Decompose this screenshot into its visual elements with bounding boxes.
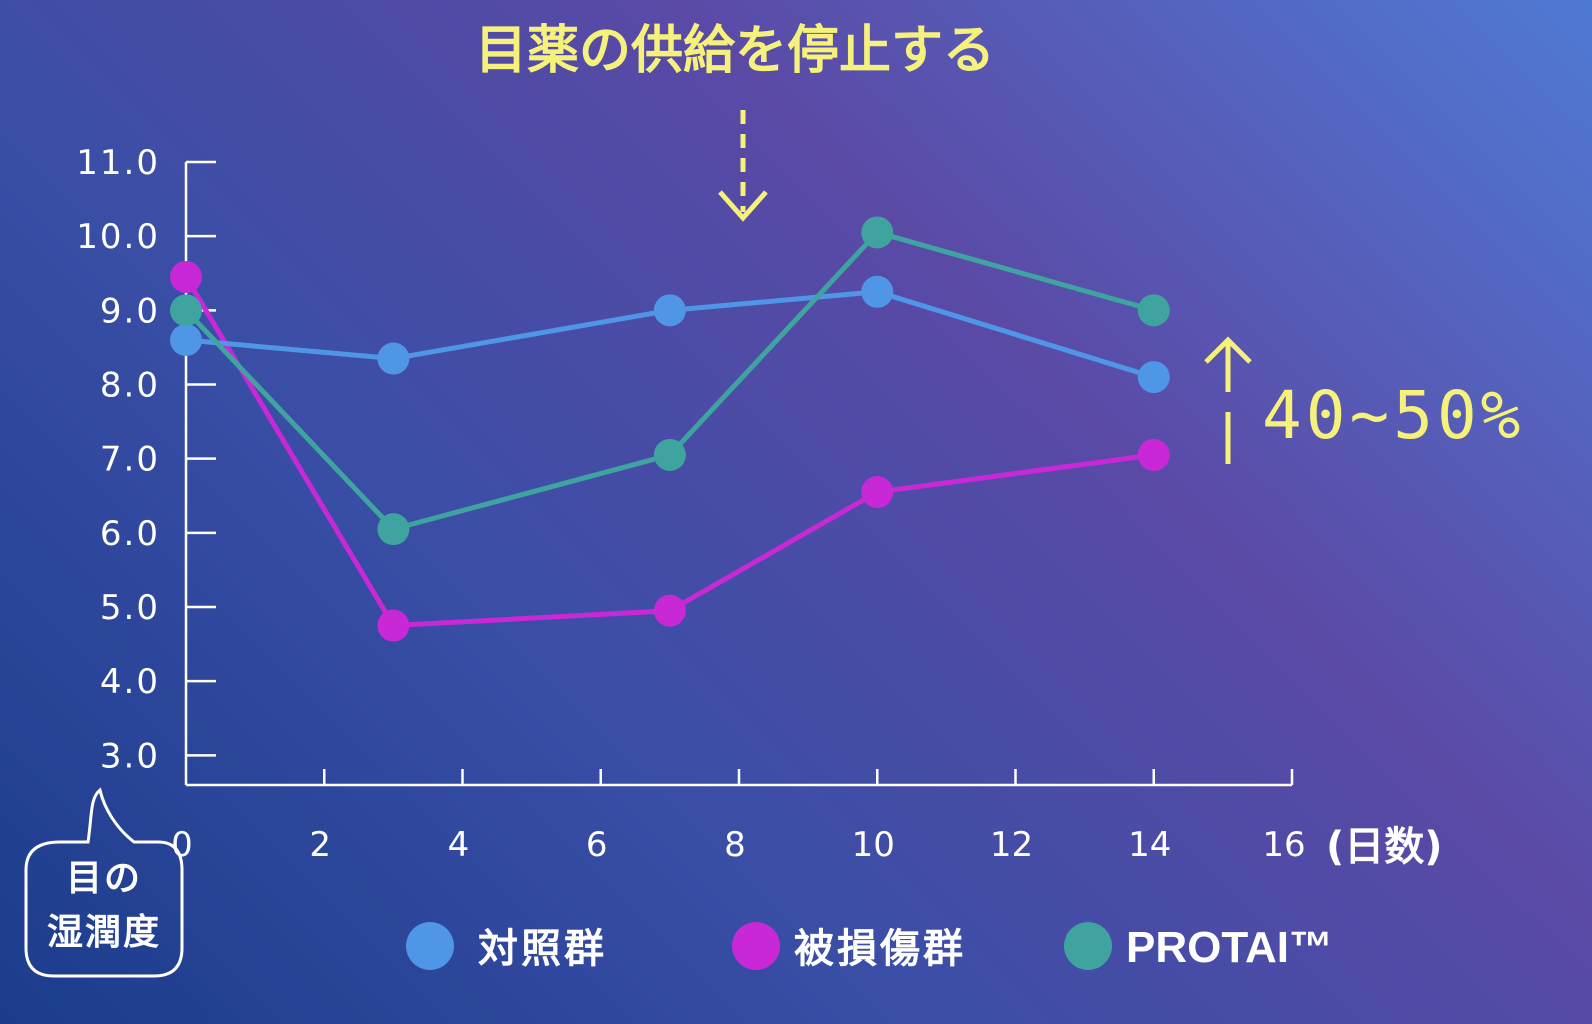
data-point-protai <box>377 513 410 546</box>
x-tick-label: 6 <box>586 825 608 865</box>
dashed-down-arrow <box>718 110 768 222</box>
x-axis-unit: (日数) <box>1326 824 1443 870</box>
y-tick-label: 9.0 <box>100 291 160 331</box>
data-point-control <box>377 342 410 375</box>
data-point-protai <box>170 294 202 327</box>
x-tick-label: 2 <box>309 825 331 865</box>
legend: 対照群 被損傷群 PROTAI™ <box>406 922 1333 972</box>
y-tick-label: 6.0 <box>100 514 160 554</box>
x-axis-ticks: 0 2 4 6 8 10 12 14 16 <box>171 769 1306 865</box>
x-tick-label: 12 <box>990 825 1033 865</box>
up-arrow <box>1204 336 1252 464</box>
y-axis-label-line2: 湿潤度 <box>47 912 161 953</box>
x-tick-label: 8 <box>724 825 746 865</box>
y-axis-label-bubble: 目の 湿潤度 <box>24 787 184 978</box>
data-point-control <box>1137 361 1170 394</box>
legend-marker-damaged <box>732 922 780 970</box>
y-axis-label-line1: 目の <box>66 858 142 899</box>
axes <box>184 162 1292 787</box>
data-point-protai <box>861 216 894 249</box>
x-tick-label: 14 <box>1128 825 1171 865</box>
data-point-protai <box>1137 294 1170 327</box>
annotation-title: 目薬の供給を停止する <box>475 21 995 81</box>
data-point-damaged <box>1137 438 1170 471</box>
series-line-protai <box>184 229 1155 532</box>
data-point-damaged <box>653 594 686 627</box>
legend-marker-protai <box>1064 922 1112 970</box>
data-point-damaged <box>377 609 410 642</box>
y-tick-label: 7.0 <box>100 440 160 480</box>
legend-item-damaged: 被損傷群 <box>732 922 966 972</box>
legend-marker-control <box>406 922 454 970</box>
y-tick-label: 4.0 <box>100 662 160 702</box>
y-tick-label: 8.0 <box>100 366 160 406</box>
y-tick-label: 11.0 <box>76 143 160 183</box>
series-layer <box>170 216 1170 642</box>
y-axis-ticks: 3.0 4.0 5.0 6.0 7.0 8.0 9.0 10.0 11.0 <box>76 143 216 776</box>
legend-label-protai: PROTAI™ <box>1126 923 1333 972</box>
x-tick-label: 0 <box>171 825 193 865</box>
data-point-control <box>653 294 686 327</box>
y-tick-label: 3.0 <box>100 736 160 776</box>
data-point-protai <box>653 438 686 471</box>
data-point-damaged <box>861 476 894 509</box>
legend-item-protai: PROTAI™ <box>1064 922 1333 972</box>
improvement-label: 40~50% <box>1262 377 1524 454</box>
data-point-control <box>861 275 894 308</box>
y-tick-label: 10.0 <box>76 217 160 257</box>
legend-label-control: 対照群 <box>478 926 607 972</box>
legend-item-control: 対照群 <box>406 922 607 972</box>
legend-label-damaged: 被損傷群 <box>794 926 966 972</box>
data-point-damaged <box>170 260 202 293</box>
x-tick-label: 16 <box>1262 825 1305 865</box>
data-point-control <box>170 324 202 356</box>
y-tick-label: 5.0 <box>100 588 160 628</box>
x-tick-label: 4 <box>448 825 470 865</box>
x-tick-label: 10 <box>852 825 895 865</box>
